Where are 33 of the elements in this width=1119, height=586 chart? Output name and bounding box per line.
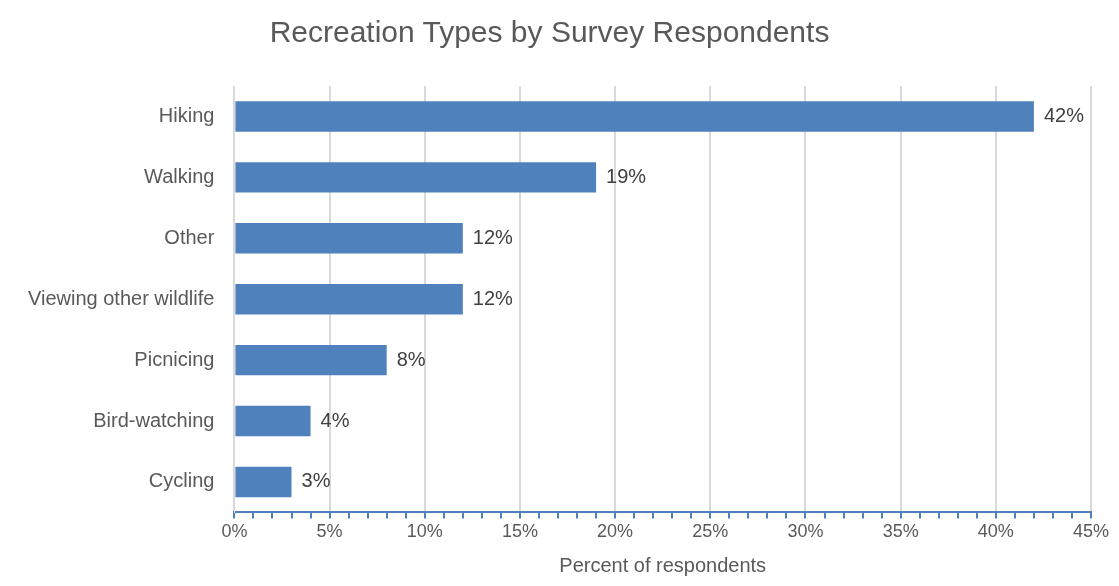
- data-label: 8%: [396, 347, 426, 370]
- data-label: 12%: [472, 225, 514, 248]
- bar: [235, 283, 463, 315]
- x-tick-label: 25%: [692, 521, 729, 542]
- x-tick-label: 30%: [787, 521, 824, 542]
- x-tick-label: 40%: [977, 521, 1014, 542]
- y-tick-label: Bird-watching: [93, 408, 215, 431]
- x-tick-label: 35%: [882, 521, 919, 542]
- y-tick-label: Other: [164, 225, 215, 248]
- x-tick-label: 45%: [1072, 521, 1110, 542]
- y-tick-label: Cycling: [148, 469, 215, 492]
- bar: [235, 344, 387, 376]
- chart-title: Recreation Types by Survey Respondents: [269, 15, 830, 49]
- x-tick-label: 20%: [597, 521, 634, 542]
- x-tick-label: 0%: [221, 521, 248, 542]
- y-tick-label: Walking: [144, 164, 215, 187]
- bar: [235, 101, 1034, 132]
- data-label: 19%: [606, 164, 647, 187]
- x-tick-label: 5%: [316, 521, 343, 542]
- data-label: 42%: [1043, 103, 1085, 126]
- y-tick-label: Hiking: [158, 103, 215, 126]
- bar: [235, 162, 597, 193]
- bar: [235, 466, 292, 498]
- bar: [235, 223, 463, 254]
- bar: [235, 405, 311, 437]
- x-tick-label: 15%: [501, 521, 538, 542]
- y-tick-label: Viewing other wildlife: [27, 286, 215, 309]
- y-tick-label: Picnicing: [134, 347, 215, 370]
- data-label: 3%: [301, 469, 331, 492]
- data-label: 4%: [320, 408, 350, 431]
- x-tick-label: 10%: [406, 521, 443, 542]
- data-label: 12%: [472, 286, 514, 309]
- x-axis-title: Percent of respondents: [559, 553, 767, 576]
